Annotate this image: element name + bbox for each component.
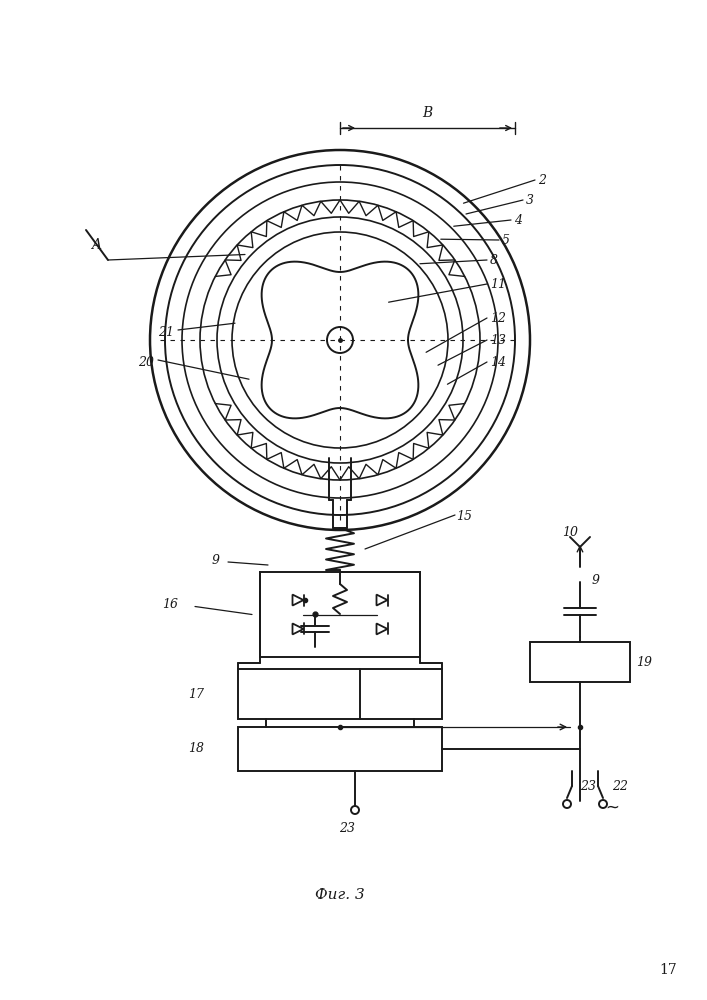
Text: A: A (91, 238, 101, 252)
Text: 2: 2 (538, 174, 546, 186)
Bar (530, 642, 630, 682)
Bar (238, 727, 442, 771)
Text: 20: 20 (138, 356, 154, 368)
Text: 17: 17 (188, 688, 204, 700)
Text: 23: 23 (580, 780, 596, 792)
Text: 21: 21 (158, 326, 174, 338)
Text: 19: 19 (636, 656, 652, 668)
Text: 18: 18 (188, 742, 204, 756)
Text: 17: 17 (659, 963, 677, 977)
Text: 13: 13 (490, 334, 506, 347)
Text: Фиг. 3: Фиг. 3 (315, 888, 365, 902)
Text: 22: 22 (612, 780, 628, 792)
Text: 4: 4 (514, 214, 522, 227)
Text: 3: 3 (526, 194, 534, 207)
Text: 23: 23 (339, 822, 355, 834)
Bar (238, 669, 442, 719)
Text: 10: 10 (562, 526, 578, 538)
Text: ~: ~ (605, 799, 619, 817)
Text: 9: 9 (212, 554, 220, 566)
Text: 9: 9 (592, 574, 600, 586)
Text: B: B (422, 106, 432, 120)
Text: 8: 8 (490, 253, 498, 266)
Bar (260, 572, 420, 657)
Text: 16: 16 (162, 598, 178, 611)
Text: 5: 5 (502, 233, 510, 246)
Text: 12: 12 (490, 312, 506, 324)
Text: 14: 14 (490, 356, 506, 368)
Text: 11: 11 (490, 277, 506, 290)
Text: 15: 15 (456, 510, 472, 524)
